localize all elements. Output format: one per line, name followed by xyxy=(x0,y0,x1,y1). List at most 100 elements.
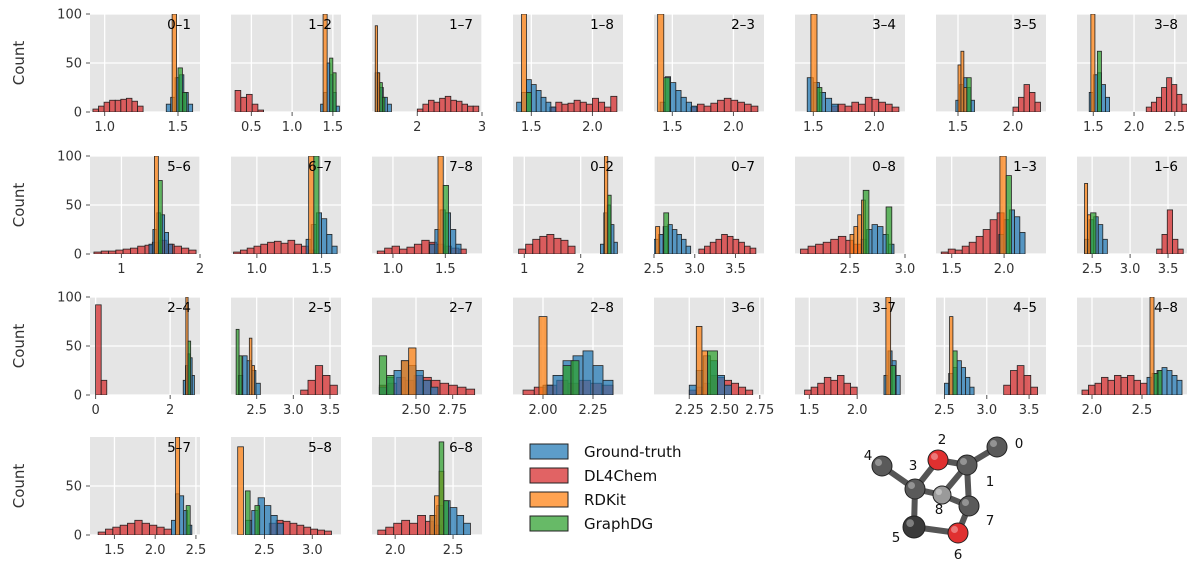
y-axis-label: Count xyxy=(10,41,28,86)
bar-dl4chem xyxy=(282,520,291,535)
bar-dl4chem xyxy=(1161,233,1168,254)
bar-dl4chem xyxy=(610,95,618,112)
bar-dl4chem xyxy=(409,522,418,535)
bar-dl4chem xyxy=(273,240,282,254)
bar-dl4chem xyxy=(95,304,102,395)
bar-graphdg xyxy=(570,360,580,395)
bar-dl4chem xyxy=(891,106,900,112)
x-tick-label: 2.0 xyxy=(145,543,166,558)
bar-ground-truth xyxy=(242,355,248,395)
atom-2 xyxy=(927,449,949,471)
bar-dl4chem xyxy=(1003,384,1011,395)
atom-highlight xyxy=(951,526,958,533)
bar-ground-truth xyxy=(321,218,328,254)
x-tick-label: 3.0 xyxy=(976,403,997,418)
bar-dl4chem xyxy=(1094,382,1102,395)
bar-ground-truth xyxy=(688,384,697,395)
bar-dl4chem xyxy=(260,243,268,254)
bar-dl4chem xyxy=(989,219,998,254)
bar-dl4chem xyxy=(744,103,752,112)
x-tick-label: 1.5 xyxy=(168,120,189,135)
bar-graphdg xyxy=(378,355,388,395)
bar-dl4chem xyxy=(131,100,138,112)
bar-dl4chem xyxy=(376,250,386,254)
bar-dl4chem xyxy=(830,238,839,254)
bar-dl4chem xyxy=(1012,106,1019,112)
panel-1-3: 1–3 1.5 2.0 xyxy=(936,155,1046,277)
bar-ground-truth xyxy=(676,233,682,254)
bar-rdkit xyxy=(999,156,1007,254)
bar-ground-truth xyxy=(430,386,439,395)
bar-rdkit xyxy=(657,14,665,112)
bar-dl4chem xyxy=(843,382,851,395)
bar-ground-truth xyxy=(164,232,169,254)
bar-dl4chem xyxy=(130,247,139,254)
bar-dl4chem xyxy=(188,249,197,254)
bar-dl4chem xyxy=(149,524,158,535)
atom-highlight xyxy=(908,482,915,489)
x-tick-label: 1.0 xyxy=(383,262,404,277)
atom-highlight xyxy=(875,459,882,466)
bar-dl4chem xyxy=(391,245,400,254)
bar-dl4chem xyxy=(732,238,740,254)
bar-dl4chem xyxy=(1018,96,1025,112)
histogram-bars xyxy=(377,441,471,535)
bar-dl4chem xyxy=(253,245,262,254)
panel-title: 5–6 xyxy=(167,159,191,175)
x-tick-label: 2.5 xyxy=(443,543,464,558)
legend-item-dl4chem: DL4Chem xyxy=(529,467,657,485)
atom-3 xyxy=(904,478,926,500)
bar-ground-truth xyxy=(671,229,678,254)
histogram-bars xyxy=(940,156,1026,254)
panel-4-5: 4–5 2.5 3.0 3.5 xyxy=(934,296,1046,418)
panel-3-5: 3–5 1.5 2.0 xyxy=(936,13,1046,135)
legend-label: DL4Chem xyxy=(584,467,657,485)
x-tick-label: 2.0 xyxy=(994,262,1015,277)
legend-swatch xyxy=(529,443,569,460)
bar-ground-truth xyxy=(592,365,604,395)
histogram-bars xyxy=(1088,14,1187,112)
bar-dl4chem xyxy=(294,243,302,254)
x-tick-label: 2.5 xyxy=(186,543,207,558)
histogram-bars xyxy=(374,25,480,112)
atom-label-6: 6 xyxy=(954,547,963,563)
bar-dl4chem xyxy=(864,96,873,112)
bar-dl4chem xyxy=(709,241,717,254)
bar-dl4chem xyxy=(417,515,426,535)
panel-title: 2–8 xyxy=(590,300,614,316)
y-axis-label: Count xyxy=(10,324,28,369)
bar-graphdg xyxy=(235,328,240,395)
bar-graphdg xyxy=(1090,212,1097,254)
atom-label-7: 7 xyxy=(986,513,995,529)
atom-highlight xyxy=(962,499,969,506)
bar-ground-truth xyxy=(1166,370,1173,395)
x-tick-label: 2.25 xyxy=(675,403,704,418)
bar-dl4chem xyxy=(105,528,114,535)
y-tick-label: 50 xyxy=(65,57,82,72)
bar-graphdg xyxy=(952,350,958,395)
atom-highlight xyxy=(990,440,997,447)
legend-label: GraphDG xyxy=(584,515,653,533)
bar-dl4chem xyxy=(1140,382,1148,395)
histogram-bars xyxy=(944,316,1038,395)
bar-dl4chem xyxy=(92,108,99,112)
x-tick-label: 3.0 xyxy=(895,262,916,277)
bar-dl4chem xyxy=(384,247,393,254)
bar-graphdg xyxy=(332,72,337,112)
bar-dl4chem xyxy=(461,103,468,112)
bar-dl4chem xyxy=(737,101,745,112)
histogram-bars xyxy=(237,446,332,535)
bar-dl4chem xyxy=(567,102,575,112)
bar-graphdg xyxy=(1157,370,1163,395)
bar-dl4chem xyxy=(1010,370,1018,395)
bar-ground-truth xyxy=(415,370,424,395)
bar-dl4chem xyxy=(837,103,846,112)
bar-rdkit xyxy=(949,316,954,395)
bar-dl4chem xyxy=(307,379,316,395)
bar-dl4chem xyxy=(553,237,562,254)
bar-dl4chem xyxy=(251,103,259,112)
x-tick-label: 1.5 xyxy=(948,120,969,135)
bar-rdkit xyxy=(810,14,818,112)
bar-ground-truth xyxy=(602,379,614,395)
bar-graphdg xyxy=(1096,50,1102,112)
